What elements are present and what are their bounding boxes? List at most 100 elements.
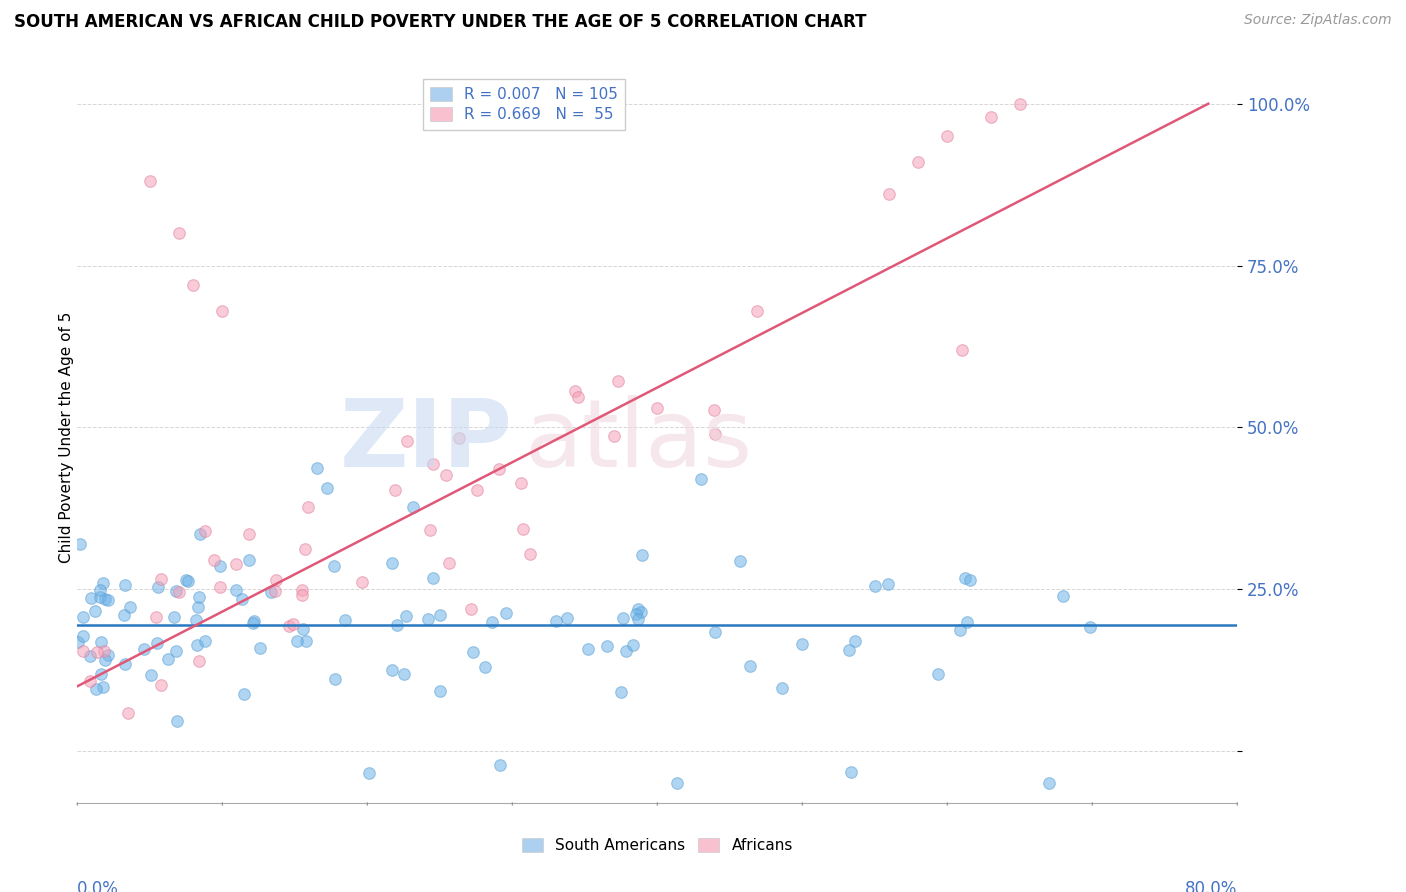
Point	[72, 643, 94, 657]
Point	[630, 605, 652, 619]
Point	[728, 554, 751, 568]
Point	[481, 615, 503, 630]
Point	[495, 606, 517, 620]
Point	[335, 614, 357, 628]
Point	[165, 644, 187, 658]
Point	[231, 592, 253, 607]
Point	[72, 629, 94, 643]
Point	[1052, 589, 1074, 603]
Point	[278, 619, 301, 633]
Point	[607, 374, 630, 388]
Point	[461, 644, 484, 658]
Point	[402, 500, 425, 514]
Point	[980, 110, 1002, 124]
Point	[844, 634, 866, 648]
Point	[80, 591, 103, 606]
Point	[294, 542, 316, 557]
Point	[225, 583, 247, 598]
Point	[422, 571, 444, 585]
Point	[474, 660, 496, 674]
Point	[264, 584, 287, 599]
Point	[93, 643, 115, 657]
Point	[148, 580, 170, 594]
Point	[395, 434, 418, 449]
Point	[79, 648, 101, 663]
Point	[183, 277, 205, 292]
Text: 80.0%: 80.0%	[1185, 880, 1237, 892]
Point	[460, 602, 482, 616]
Point	[392, 666, 415, 681]
Point	[357, 765, 380, 780]
Point	[877, 187, 901, 202]
Point	[94, 592, 117, 607]
Point	[949, 623, 972, 637]
Point	[381, 663, 404, 677]
Point	[384, 483, 406, 498]
Point	[184, 613, 207, 627]
Point	[419, 523, 441, 537]
Point	[132, 641, 155, 656]
Point	[194, 524, 217, 539]
Point	[283, 616, 305, 631]
Point	[519, 548, 541, 562]
Point	[1038, 776, 1060, 790]
Point	[112, 608, 135, 623]
Text: 0.0%: 0.0%	[77, 880, 120, 892]
Point	[564, 384, 586, 398]
Point	[117, 706, 139, 720]
Point	[72, 610, 94, 624]
Point	[166, 714, 188, 728]
Point	[416, 612, 439, 626]
Point	[174, 574, 197, 588]
Point	[621, 638, 644, 652]
Text: ZIP: ZIP	[339, 395, 512, 487]
Point	[188, 527, 211, 541]
Point	[546, 614, 568, 628]
Point	[295, 634, 318, 648]
Point	[86, 645, 108, 659]
Point	[624, 607, 647, 622]
Point	[285, 633, 308, 648]
Point	[647, 401, 669, 415]
Point	[90, 635, 112, 649]
Point	[609, 685, 631, 699]
Point	[959, 573, 981, 587]
Point	[242, 614, 264, 628]
Point	[394, 608, 416, 623]
Point	[510, 476, 533, 491]
Point	[292, 622, 315, 636]
Point	[84, 604, 107, 618]
Point	[90, 666, 112, 681]
Point	[291, 588, 314, 602]
Text: atlas: atlas	[524, 395, 752, 487]
Point	[79, 674, 101, 689]
Point	[97, 648, 120, 662]
Point	[202, 553, 225, 567]
Point	[305, 461, 328, 475]
Point	[703, 625, 725, 640]
Point	[665, 776, 688, 790]
Point	[489, 758, 512, 772]
Point	[297, 500, 319, 515]
Point	[141, 668, 163, 682]
Point	[146, 636, 169, 650]
Point	[186, 638, 208, 652]
Point	[149, 678, 172, 692]
Point	[1078, 620, 1101, 634]
Point	[465, 483, 488, 497]
Point	[838, 642, 860, 657]
Point	[67, 634, 90, 648]
Point	[747, 303, 769, 318]
Point	[555, 611, 578, 625]
Point	[927, 667, 949, 681]
Point	[576, 642, 599, 657]
Text: Source: ZipAtlas.com: Source: ZipAtlas.com	[1244, 13, 1392, 28]
Point	[792, 637, 814, 651]
Point	[238, 552, 260, 566]
Point	[249, 641, 271, 656]
Point	[612, 611, 634, 625]
Point	[120, 599, 142, 614]
Point	[704, 426, 727, 441]
Point	[907, 155, 929, 169]
Point	[291, 582, 314, 597]
